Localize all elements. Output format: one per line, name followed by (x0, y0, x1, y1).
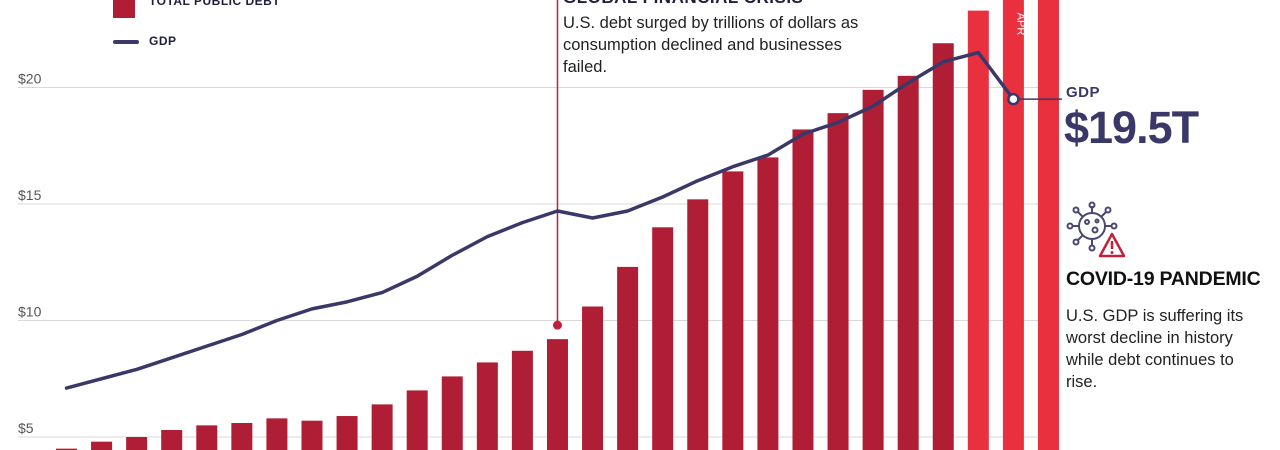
debt-bars: APR (56, 0, 1059, 450)
y-tick-label: $10 (18, 304, 42, 320)
gfc-dot (552, 320, 562, 330)
debt-bar (91, 441, 113, 450)
debt-bar (161, 430, 183, 450)
debt-bar (511, 350, 533, 450)
apr-label: APR (1014, 13, 1026, 36)
debt-bar (56, 448, 77, 450)
debt-bar (546, 339, 568, 450)
warning-icon (1098, 232, 1126, 258)
debt-bar (1037, 0, 1059, 450)
debt-bar (231, 423, 253, 450)
gdp-end-marker (1007, 92, 1062, 106)
debt-bar (827, 113, 849, 450)
virus-icon (1066, 201, 1126, 258)
covid-annotation-text: U.S. GDP is suffering its worst decline … (1066, 307, 1244, 391)
covid-annotation-title: COVID-19 PANDEMIC (1066, 268, 1261, 290)
debt-bar (897, 75, 919, 450)
debt-bar (687, 199, 709, 450)
debt-bar (196, 425, 218, 450)
debt-bar (617, 266, 639, 450)
debt-bar (722, 171, 744, 450)
debt-bar (757, 157, 779, 450)
gdp-end-label: GDP (1066, 84, 1101, 101)
debt-bar (792, 129, 814, 450)
gdp-end-dot (1007, 92, 1020, 106)
gdp-line (64, 50, 1016, 390)
debt-bar (932, 43, 954, 450)
debt-bar (301, 420, 323, 450)
legend-debt-swatch (113, 0, 135, 18)
debt-bar (967, 10, 989, 450)
y-tick-label: $5 (18, 420, 34, 436)
debt-bar (582, 306, 604, 450)
y-tick-label: $20 (18, 71, 42, 87)
gfc-marker (552, 0, 562, 330)
y-axis-ticks: $5 $10 $15 $20 (18, 71, 42, 437)
debt-bar (406, 390, 428, 450)
debt-bar (371, 404, 393, 450)
gfc-annotation-text: U.S. debt surged by trillions of dollars… (563, 14, 859, 76)
debt-bar (266, 418, 288, 450)
debt-bar (1002, 0, 1024, 450)
debt-bar (862, 89, 884, 450)
gdp-series-line (64, 50, 1016, 390)
debt-bar (441, 376, 463, 450)
y-tick-label: $15 (18, 187, 42, 203)
debt-bar (126, 437, 148, 450)
gfc-annotation-title: GLOBAL FINANCIAL CRISIS (563, 0, 803, 8)
debt-bar (652, 227, 674, 450)
gdp-end-value: $19.5T (1064, 102, 1199, 153)
debt-bar (476, 362, 498, 450)
legend-gdp-label: GDP (149, 34, 177, 48)
debt-bar (336, 416, 358, 450)
legend-debt-label: TOTAL PUBLIC DEBT (149, 0, 281, 8)
legend-gdp-swatch (113, 40, 139, 44)
